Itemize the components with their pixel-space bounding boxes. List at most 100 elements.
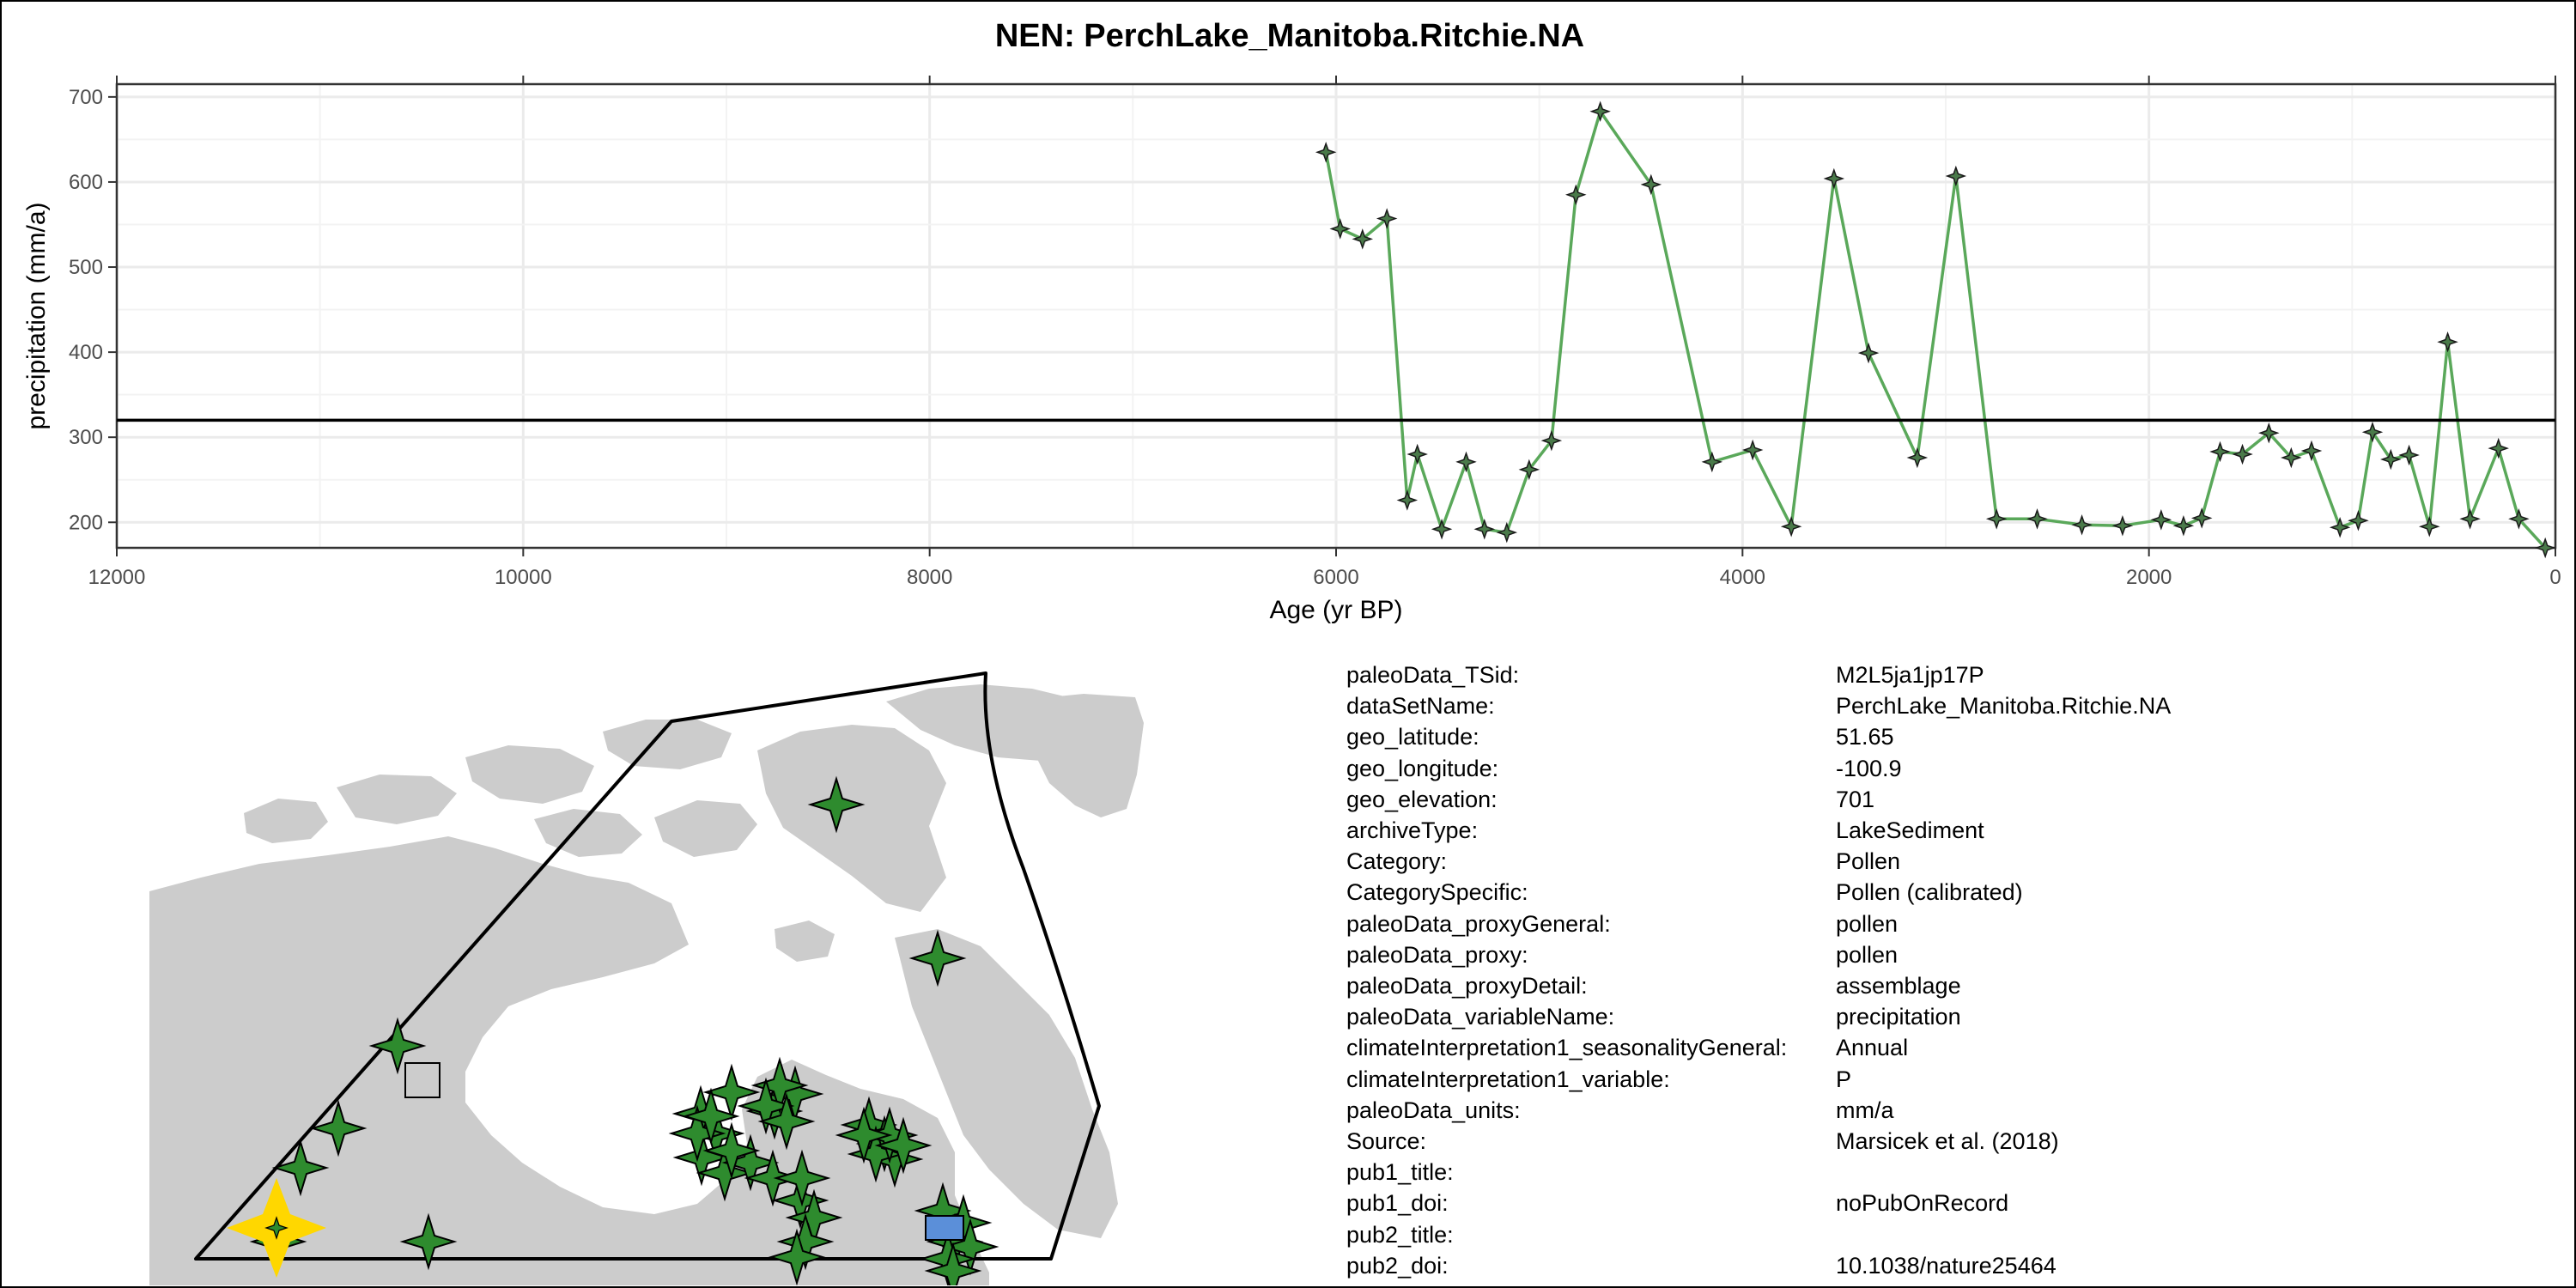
data-point xyxy=(2026,508,2048,530)
land-arctic-island-2 xyxy=(337,775,457,824)
x-tick-label: 8000 xyxy=(907,566,952,589)
metadata-value: LakeSediment xyxy=(1836,817,1984,844)
site-marker xyxy=(271,1139,330,1197)
y-tick-label: 300 xyxy=(69,426,103,449)
metadata-key: paleoData_proxyDetail: xyxy=(1346,973,1588,999)
x-tick-label: 4000 xyxy=(1720,566,1765,589)
metadata-row: geo_latitude: 51.65 xyxy=(1346,721,2171,752)
y-tick-label: 400 xyxy=(69,341,103,364)
data-point xyxy=(1906,447,1929,469)
land-arctic-island-1 xyxy=(244,799,328,843)
metadata-value: Pollen (calibrated) xyxy=(1836,879,2023,906)
site-marker xyxy=(757,1092,816,1151)
site-marker xyxy=(807,775,866,834)
data-point xyxy=(1540,429,1563,452)
series-line xyxy=(1324,109,2547,550)
metadata-key: geo_longitude: xyxy=(1346,755,1499,781)
metadata-key: CategorySpecific: xyxy=(1346,879,1528,906)
metadata-key: dataSetName: xyxy=(1346,693,1495,720)
land-greenland xyxy=(1032,694,1144,817)
land-arctic-island-6 xyxy=(654,800,757,857)
metadata-row: paleoData_proxyGeneral: pollen xyxy=(1346,908,2171,939)
metadata-value: mm/a xyxy=(1836,1097,1894,1123)
metadata-row: paleoData_TSid: M2L5ja1jp17P xyxy=(1346,659,2171,690)
data-point xyxy=(1945,165,1967,187)
site-marker xyxy=(744,1149,802,1207)
metadata-row: paleoData_variableName: precipitation xyxy=(1346,1001,2171,1032)
data-point xyxy=(1741,439,1764,461)
site-marker xyxy=(835,1106,893,1164)
data-point xyxy=(1780,515,1802,538)
land-labrador xyxy=(895,929,1118,1238)
land-arctic-island-4 xyxy=(603,720,732,769)
metadata-row: Source: Marsicek et al. (2018) xyxy=(1346,1126,2171,1157)
site-marker xyxy=(919,1230,977,1285)
metadata-value: noPubOnRecord xyxy=(1836,1190,2009,1217)
metadata-key: paleoData_units: xyxy=(1346,1097,1521,1123)
y-tick-label: 600 xyxy=(69,171,103,194)
metadata-value: M2L5ja1jp17P xyxy=(1836,662,1984,688)
metadata-value: precipitation xyxy=(1836,1004,1961,1030)
site-marker xyxy=(768,1228,826,1285)
data-point xyxy=(1857,342,1880,364)
data-point xyxy=(1396,489,1419,511)
data-point xyxy=(1376,208,1398,229)
data-point xyxy=(1406,443,1428,465)
metadata-row: archiveType: LakeSediment xyxy=(1346,815,2171,846)
data-point xyxy=(2111,514,2134,537)
data-point xyxy=(2281,447,2302,469)
metadata-key: paleoData_TSid: xyxy=(1346,662,1520,688)
land-arctic-island-3 xyxy=(465,745,594,804)
metadata-value: 701 xyxy=(1836,786,1875,812)
metadata-value xyxy=(1836,1157,2171,1188)
metadata-row: paleoData_units: mm/a xyxy=(1346,1095,2171,1126)
metadata-row: geo_longitude: -100.9 xyxy=(1346,753,2171,784)
metadata-value xyxy=(1836,1219,2171,1250)
x-tick-label: 10000 xyxy=(495,566,552,589)
data-point xyxy=(1518,459,1540,481)
data-point xyxy=(1431,518,1453,540)
metadata-key: pub2_title: xyxy=(1346,1221,1454,1248)
metadata-value: -100.9 xyxy=(1836,755,1902,781)
data-point xyxy=(2361,421,2384,443)
data-point xyxy=(1589,100,1611,122)
metadata-row: pub2_doi: 10.1038/nature25464 xyxy=(1346,1250,2171,1281)
site-marker xyxy=(773,1149,831,1207)
metadata-row: pub1_doi: noPubOnRecord xyxy=(1346,1188,2171,1218)
data-point xyxy=(1473,518,1496,540)
metadata-value: Annual xyxy=(1836,1035,1909,1061)
metadata-key: climateInterpretation1_seasonalityGenera… xyxy=(1346,1035,1788,1061)
data-point xyxy=(2329,516,2351,538)
data-point xyxy=(2348,510,2369,532)
grid xyxy=(115,84,2557,548)
metadata-value: Pollen xyxy=(1836,848,1901,875)
metadata-value: pollen xyxy=(1836,910,1899,937)
metadata-key: pub1_doi: xyxy=(1346,1190,1449,1217)
data-point xyxy=(2300,440,2323,462)
data-point xyxy=(1823,167,1845,190)
x-axis-label: Age (yr BP) xyxy=(1269,596,1402,624)
data-point xyxy=(2419,515,2440,538)
metadata-key: archiveType: xyxy=(1346,817,1479,844)
data-point xyxy=(2437,331,2458,353)
site-marker xyxy=(368,1017,427,1075)
metadata-row: geo_elevation: 701 xyxy=(1346,784,2171,815)
data-point xyxy=(2534,537,2556,559)
data-point xyxy=(2232,443,2253,465)
metadata-row: climateInterpretation1_variable: P xyxy=(1346,1064,2171,1095)
data-point xyxy=(1455,451,1477,473)
metadata-value: assemblage xyxy=(1836,973,1961,999)
land-southampton xyxy=(775,920,835,962)
site-marker xyxy=(682,1087,740,1145)
metadata-key: geo_elevation: xyxy=(1346,786,1498,812)
metadata-key: climateInterpretation1_variable: xyxy=(1346,1066,1670,1092)
data-point xyxy=(2190,507,2213,529)
precipitation-chart: NEN: PerchLake_Manitoba.Ritchie.NA 12000 1… xyxy=(22,18,2561,624)
metadata-value: pollen xyxy=(1836,941,1899,968)
metadata-table: paleoData_TSid: M2L5ja1jp17P dataSetName: P… xyxy=(1346,659,2171,1281)
x-tick-label: 0 xyxy=(2549,566,2561,589)
data-point xyxy=(2488,437,2509,459)
metadata-value: 51.65 xyxy=(1836,724,1894,750)
metadata-row: paleoData_proxy: pollen xyxy=(1346,939,2171,970)
